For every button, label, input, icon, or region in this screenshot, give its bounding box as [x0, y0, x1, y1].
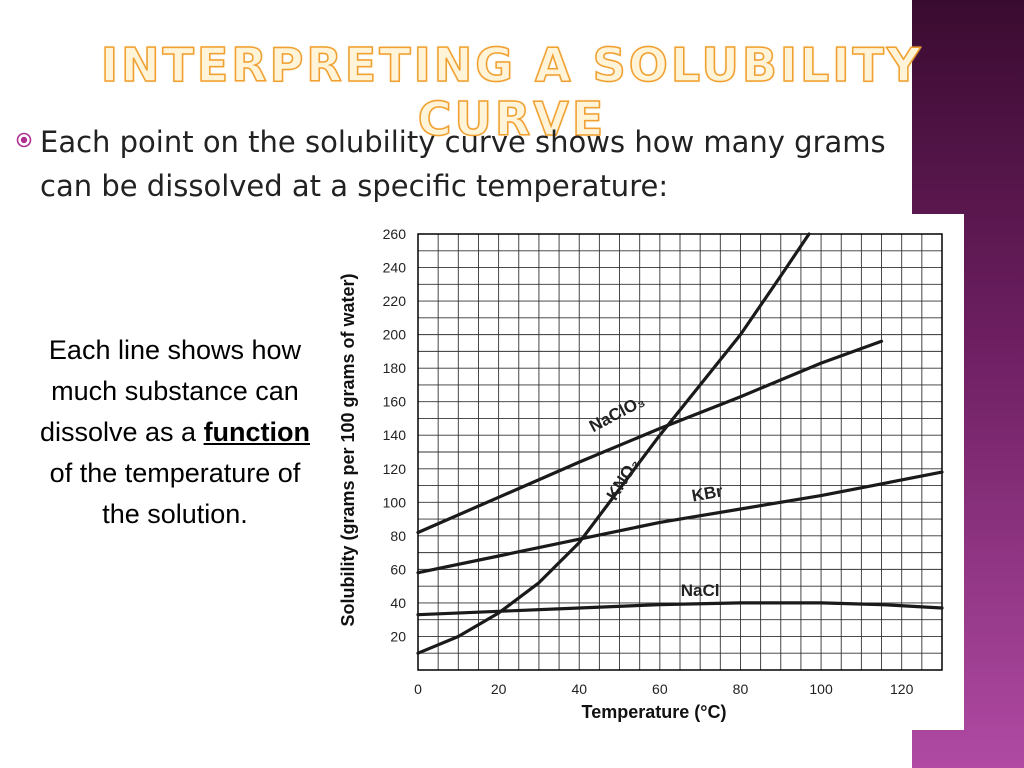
x-tick-label: 20 — [491, 681, 507, 697]
series-line-kno3 — [416, 232, 811, 655]
series-label-kno3: KNO₃ — [603, 455, 643, 504]
series-line-naclo3 — [416, 339, 884, 535]
y-tick-label: 220 — [383, 293, 407, 309]
series-line-nacl — [416, 601, 944, 617]
y-tick-label: 260 — [383, 226, 407, 242]
y-tick-label: 160 — [383, 394, 407, 410]
x-tick-label: 60 — [652, 681, 668, 697]
solubility-chart-svg: 20 40 60 80 100 120 140 160 180 200 220 240 260 0 20 40… — [338, 226, 944, 722]
y-tick-label: 80 — [390, 528, 406, 544]
side-text-before: Each line shows how much substance can d… — [39, 335, 302, 447]
x-tick-label: 0 — [414, 681, 422, 697]
target-bullet-icon — [16, 132, 32, 148]
y-tick-label: 100 — [383, 494, 407, 510]
y-tick-label: 140 — [383, 427, 407, 443]
y-tick-label: 60 — [390, 561, 406, 577]
series-label-nacl: NaCl — [681, 581, 720, 600]
x-tick-label: 100 — [809, 681, 833, 697]
y-tick-label: 180 — [383, 360, 407, 376]
chart-ticks: 20 40 60 80 100 120 140 160 180 200 220 240 260 0 20 40… — [383, 226, 914, 697]
y-tick-label: 240 — [383, 260, 407, 276]
x-tick-label: 40 — [571, 681, 587, 697]
side-explanation: Each line shows how much substance can d… — [28, 330, 322, 535]
slide-title: INTERPRETING A SOLUBILITY CURVE — [100, 37, 924, 147]
chart-series — [416, 232, 944, 655]
bullet-text: Each point on the solubility curve shows… — [40, 125, 886, 203]
y-axis-label: Solubility (grams per 100 grams of water… — [338, 273, 358, 626]
x-axis-label: Temperature (°C) — [582, 702, 727, 722]
series-line-kbr — [416, 470, 944, 575]
y-tick-label: 20 — [390, 628, 406, 644]
side-text-after: of the temperature of the solution. — [49, 458, 301, 529]
series-label-naclo3: NaClO₃ — [586, 391, 648, 436]
solubility-chart: 20 40 60 80 100 120 140 160 180 200 220 240 260 0 20 40… — [332, 214, 964, 730]
x-tick-label: 120 — [890, 681, 914, 697]
bullet-item: Each point on the solubility curve shows… — [16, 120, 896, 208]
x-tick-label: 80 — [733, 681, 749, 697]
side-text-emphasis: function — [203, 417, 311, 447]
plot-frame — [417, 233, 943, 671]
y-tick-label: 120 — [383, 461, 407, 477]
y-tick-label: 200 — [383, 327, 407, 343]
chart-grid — [417, 233, 943, 671]
y-tick-label: 40 — [390, 595, 406, 611]
